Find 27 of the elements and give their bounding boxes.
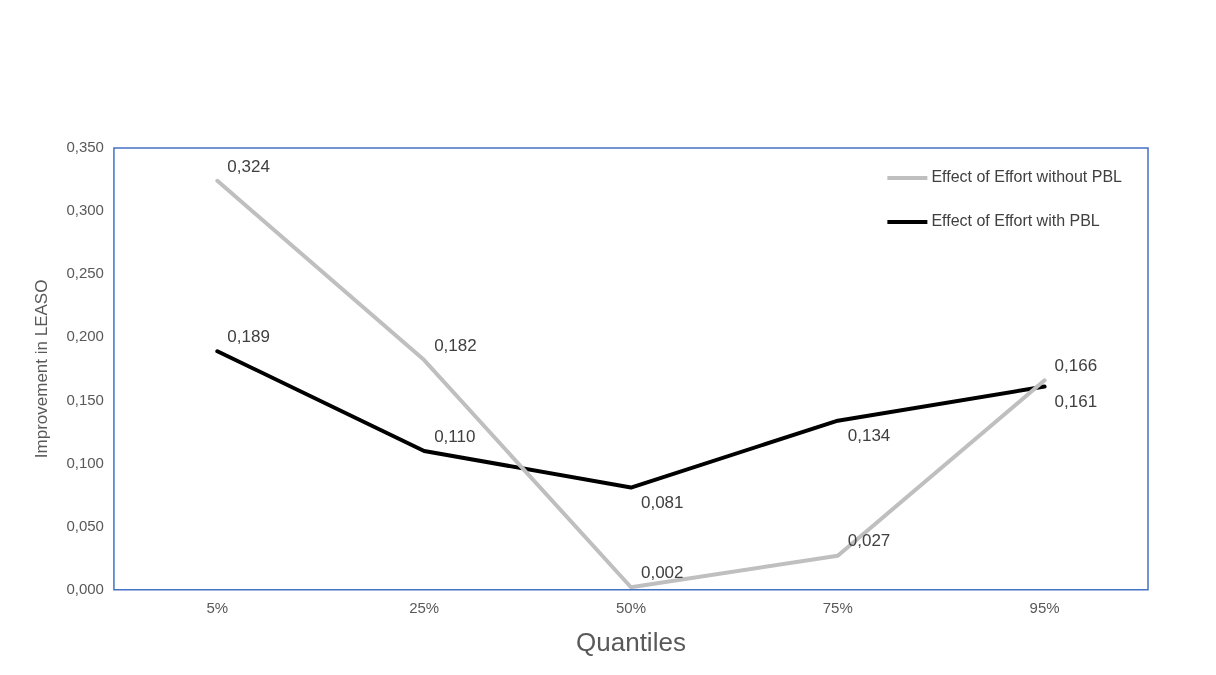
- y-tick-label: 0,000: [66, 579, 104, 597]
- data-label: 0,189: [227, 326, 270, 346]
- data-label: 0,324: [227, 156, 270, 176]
- legend-label: Effect of Effort without PBL: [931, 168, 1123, 186]
- y-tick-label: 0,050: [66, 516, 104, 534]
- x-tick-label: 25%: [409, 598, 440, 616]
- data-label: 0,027: [847, 531, 891, 551]
- data-label: 0,110: [434, 426, 476, 446]
- y-axis-title: Improvement in LEASO: [31, 279, 51, 459]
- legend-label: Effect of Effort with PBL: [931, 212, 1100, 230]
- x-tick-label: 95%: [1029, 598, 1060, 616]
- x-tick-label: 50%: [615, 598, 646, 616]
- y-tick-label: 0,250: [66, 264, 104, 282]
- data-label: 0,134: [847, 426, 891, 446]
- data-label: 0,081: [640, 493, 684, 513]
- y-tick-label: 0,150: [66, 390, 104, 408]
- x-tick-label: 75%: [822, 598, 853, 616]
- data-label: 0,002: [640, 562, 684, 582]
- data-label: 0,182: [434, 335, 477, 355]
- data-label: 0,166: [1054, 355, 1098, 375]
- y-tick-label: 0,300: [66, 201, 104, 219]
- data-label: 0,161: [1054, 392, 1098, 412]
- x-axis-title: Quantiles: [576, 626, 686, 657]
- y-tick-label: 0,100: [66, 453, 104, 471]
- y-tick-label: 0,350: [66, 138, 104, 156]
- y-tick-label: 0,200: [66, 327, 104, 345]
- x-tick-label: 5%: [206, 598, 229, 616]
